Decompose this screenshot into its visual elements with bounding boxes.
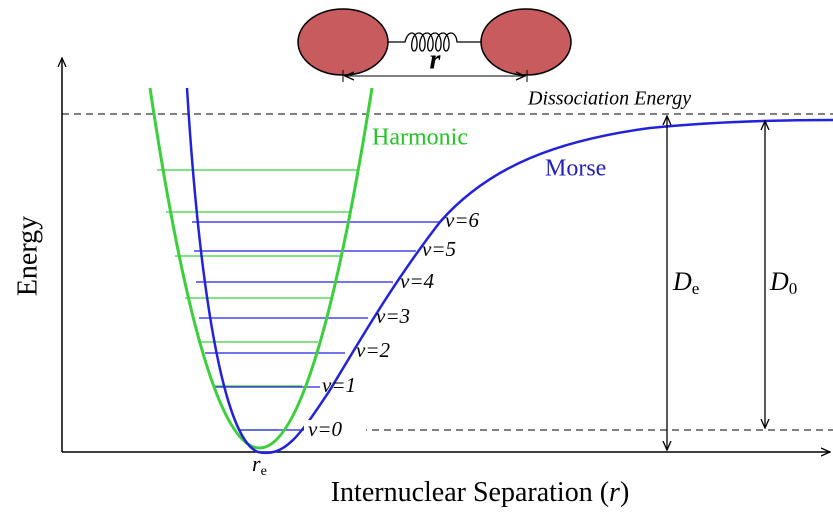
level-label: v=6: [445, 208, 479, 232]
de-label: De: [672, 267, 699, 298]
level-label: v=2: [356, 338, 390, 362]
morse-label: Morse: [545, 156, 606, 182]
molecule: r: [298, 9, 571, 82]
dissociation-label: Dissociation Energy: [527, 88, 691, 110]
morse-curve: [187, 88, 833, 453]
d0-main: D: [769, 267, 789, 296]
level-label: v=3: [376, 304, 410, 328]
d0-sub: 0: [789, 279, 798, 298]
y-axis-label: Energy: [12, 216, 43, 296]
level-label: v=1: [322, 373, 356, 397]
re-sub: e: [261, 464, 267, 479]
level-labels: v=0 v=1 v=2 v=3 v=4 v=5 v=6: [304, 208, 479, 441]
level-label: v=0: [308, 417, 342, 441]
d0-label: D0: [769, 267, 797, 298]
level-label: v=4: [400, 269, 434, 293]
x-axis-label: Internuclear Separation (r): [331, 477, 630, 508]
diagram: r Dissociation Energy Harmonic Morse v=0…: [0, 0, 833, 512]
bond-label: r: [430, 44, 442, 75]
x-label-var: r: [609, 477, 620, 508]
x-label-end: ): [620, 477, 629, 508]
de-main: D: [672, 267, 692, 296]
equilibrium-label: re: [252, 451, 267, 479]
de-sub: e: [692, 279, 700, 298]
x-label-main: Internuclear Separation (: [331, 477, 609, 508]
harmonic-label: Harmonic: [372, 125, 468, 151]
level-label: v=5: [422, 237, 456, 261]
